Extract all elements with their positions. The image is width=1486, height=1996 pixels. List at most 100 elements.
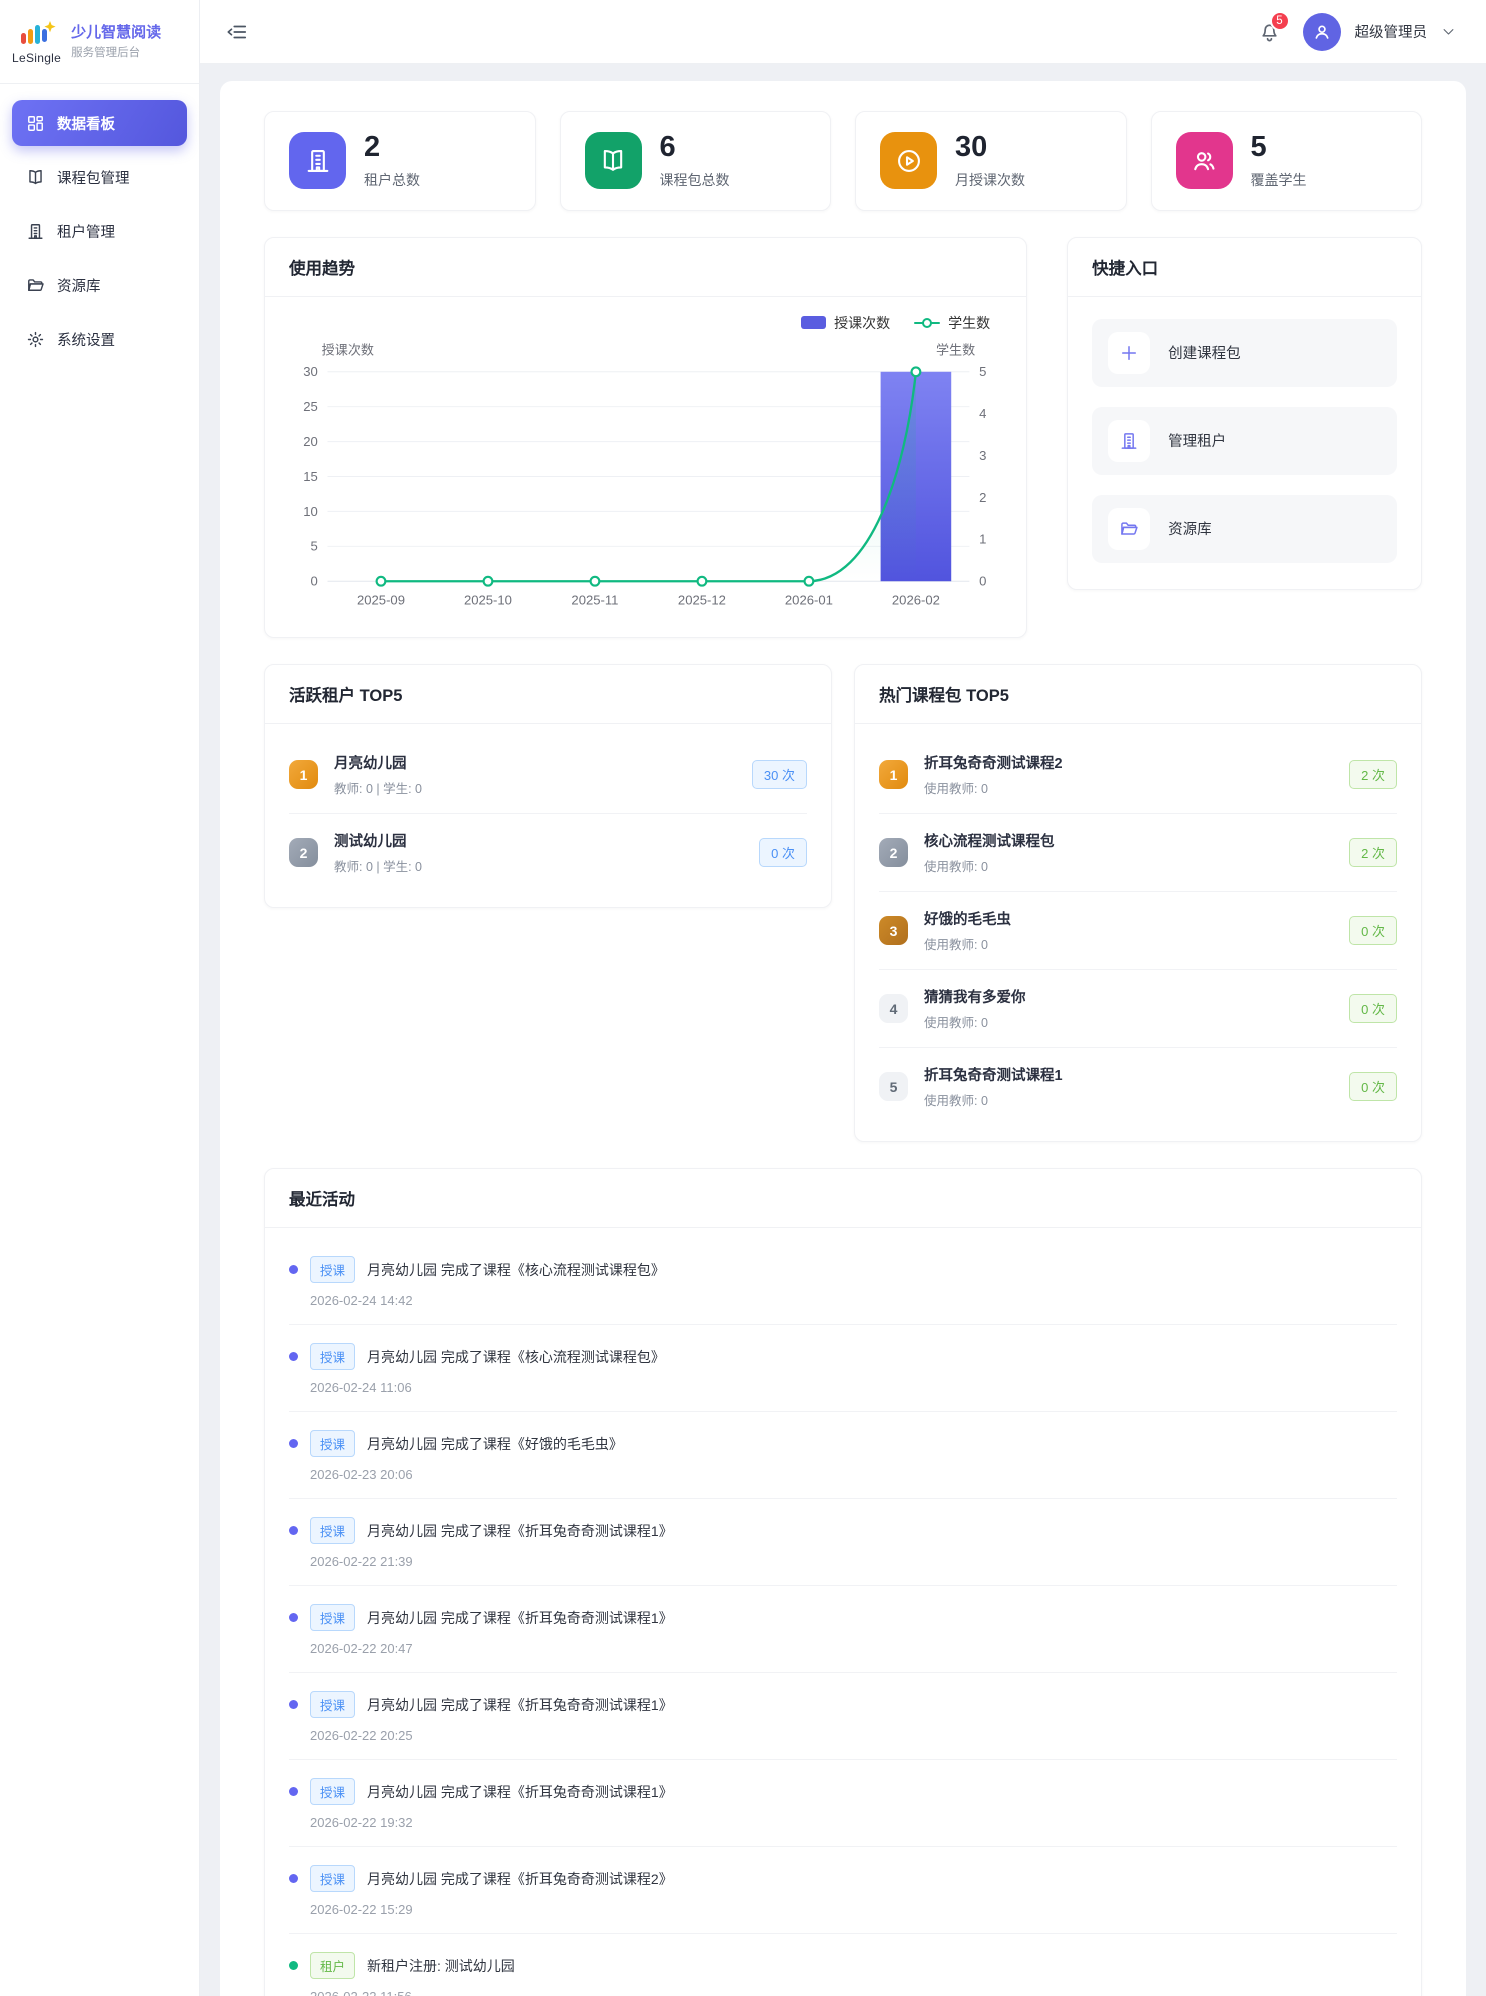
stat-label: 租户总数 bbox=[364, 171, 420, 188]
rank-badge: 5 bbox=[879, 1072, 908, 1102]
svg-text:2025-10: 2025-10 bbox=[464, 592, 512, 607]
gear-icon bbox=[27, 331, 44, 347]
students-stat-icon-box bbox=[1175, 132, 1233, 190]
activity-item: 授课 月亮幼儿园 完成了课程《折耳兔奇奇测试课程1》 2026-02-22 20… bbox=[289, 1585, 1397, 1672]
package-row[interactable]: 3 好饿的毛毛虫 使用教师: 0 0 次 bbox=[879, 891, 1397, 969]
quick-entry-create-package[interactable]: 创建课程包 bbox=[1092, 318, 1397, 387]
package-meta: 使用教师: 0 bbox=[924, 1016, 988, 1031]
activity-text: 月亮幼儿园 完成了课程《好饿的毛毛虫》 bbox=[367, 1435, 623, 1452]
activity-type-badge: 授课 bbox=[310, 1865, 356, 1893]
quick-entry-resources[interactable]: 资源库 bbox=[1092, 494, 1397, 563]
folder-icon bbox=[1121, 522, 1138, 535]
activity-item: 授课 月亮幼儿园 完成了课程《折耳兔奇奇测试课程1》 2026-02-22 19… bbox=[289, 1759, 1397, 1846]
sidebar-item-settings[interactable]: 系统设置 bbox=[12, 316, 187, 362]
activity-time: 2026-02-22 15:29 bbox=[310, 1902, 413, 1918]
activity-time: 2026-02-22 11:56 bbox=[310, 1989, 1397, 1996]
tenant-row[interactable]: 1 月亮幼儿园 教师: 0 | 学生: 0 30 次 bbox=[289, 736, 807, 813]
bar-series-swatch bbox=[801, 316, 827, 330]
lessons-stat-icon-box bbox=[880, 132, 937, 190]
users-icon bbox=[1194, 152, 1215, 171]
package-row[interactable]: 5 折耳兔奇奇测试课程1 使用教师: 0 0 次 bbox=[879, 1047, 1397, 1125]
dashboard-icon bbox=[28, 115, 43, 131]
sidebar-item-course-packages[interactable]: 课程包管理 bbox=[12, 154, 187, 200]
dashboard-container: 2 租户总数 6 课程包总数 bbox=[220, 81, 1466, 1996]
stats-row: 2 租户总数 6 课程包总数 bbox=[264, 111, 1422, 211]
activity-time: 2026-02-22 20:25 bbox=[310, 1728, 413, 1744]
activity-time: 2026-02-24 11:06 bbox=[310, 1380, 412, 1396]
legend-label: 授课次数 bbox=[834, 314, 891, 331]
logo-mark: LeSingle bbox=[12, 19, 61, 65]
quick-entry-label: 资源库 bbox=[1168, 522, 1212, 539]
sidebar-item-label: 数据看板 bbox=[57, 116, 115, 133]
svg-text:1: 1 bbox=[979, 532, 986, 547]
stat-value: 2 bbox=[364, 131, 381, 163]
usage-count-badge: 2 次 bbox=[1349, 760, 1397, 790]
activity-text: 月亮幼儿园 完成了课程《折耳兔奇奇测试课程1》 bbox=[367, 1609, 673, 1626]
notifications-button[interactable]: 5 bbox=[1258, 11, 1290, 43]
package-name: 好饿的毛毛虫 bbox=[924, 912, 1011, 929]
stat-card-packages: 6 课程包总数 bbox=[559, 111, 831, 211]
package-row[interactable]: 4 猜猜我有多爱你 使用教师: 0 0 次 bbox=[879, 969, 1397, 1047]
sidebar: LeSingle 少儿智慧阅读 服务管理后台 数据看板 课程包管理 bbox=[0, 0, 200, 1996]
plus-icon bbox=[1122, 345, 1137, 360]
activity-dot bbox=[289, 1352, 298, 1362]
svg-text:4: 4 bbox=[979, 406, 986, 421]
sidebar-item-resources[interactable]: 资源库 bbox=[12, 262, 187, 308]
activity-dot bbox=[289, 1439, 298, 1449]
activity-dot bbox=[289, 1613, 298, 1623]
stat-value: 6 bbox=[659, 131, 676, 163]
rank-badge: 2 bbox=[879, 838, 908, 868]
activity-type-badge: 授课 bbox=[310, 1604, 356, 1632]
rank-badge: 2 bbox=[289, 838, 318, 868]
sidebar-item-label: 系统设置 bbox=[57, 332, 115, 349]
rank-badge: 4 bbox=[879, 994, 908, 1024]
svg-text:5: 5 bbox=[979, 364, 986, 379]
legend-lessons[interactable]: 授课次数 bbox=[801, 313, 890, 333]
activity-time: 2026-02-24 14:42 bbox=[310, 1293, 413, 1309]
package-name: 折耳兔奇奇测试课程1 bbox=[924, 1068, 1063, 1085]
stat-value: 30 bbox=[955, 131, 988, 163]
sidebar-item-tenants[interactable]: 租户管理 bbox=[12, 208, 187, 254]
package-row[interactable]: 1 折耳兔奇奇测试课程2 使用教师: 0 2 次 bbox=[879, 736, 1397, 813]
legend-students[interactable]: 学生数 bbox=[914, 313, 990, 333]
activity-type-badge: 授课 bbox=[310, 1517, 356, 1545]
activity-item: 授课 月亮幼儿园 完成了课程《核心流程测试课程包》 2026-02-24 14:… bbox=[289, 1238, 1397, 1324]
svg-text:3: 3 bbox=[979, 448, 986, 463]
activity-dot bbox=[289, 1700, 298, 1710]
svg-text:5: 5 bbox=[311, 539, 318, 554]
legend-label: 学生数 bbox=[948, 314, 991, 331]
tenant-row[interactable]: 2 测试幼儿园 教师: 0 | 学生: 0 0 次 bbox=[289, 813, 807, 891]
sidebar-collapse-button[interactable] bbox=[226, 21, 248, 43]
stat-value: 5 bbox=[1250, 131, 1267, 163]
tenant-name: 月亮幼儿园 bbox=[334, 756, 407, 773]
hot-packages-card: 热门课程包 TOP5 1 折耳兔奇奇测试课程2 使用教师: 0 2 次 bbox=[854, 664, 1422, 1143]
activity-text: 月亮幼儿园 完成了课程《折耳兔奇奇测试课程1》 bbox=[367, 1696, 673, 1713]
activity-type-badge: 授课 bbox=[310, 1430, 356, 1458]
avatar[interactable] bbox=[1302, 12, 1341, 51]
current-user-name[interactable]: 超级管理员 bbox=[1354, 25, 1428, 41]
usage-count-badge: 2 次 bbox=[1349, 838, 1397, 868]
svg-text:2026-01: 2026-01 bbox=[785, 592, 833, 607]
building-icon bbox=[1121, 433, 1137, 449]
logo-brand-text: LeSingle bbox=[12, 50, 62, 65]
activity-time: 2026-02-22 20:47 bbox=[310, 1641, 413, 1657]
quick-entry-icon-box bbox=[1108, 507, 1151, 550]
package-row[interactable]: 2 核心流程测试课程包 使用教师: 0 2 次 bbox=[879, 813, 1397, 891]
activity-dot bbox=[289, 1874, 298, 1884]
svg-text:2025-12: 2025-12 bbox=[678, 592, 726, 607]
chevron-down-icon[interactable] bbox=[1441, 24, 1456, 39]
svg-text:2: 2 bbox=[979, 490, 986, 505]
svg-text:0: 0 bbox=[979, 573, 986, 588]
stat-label: 月授课次数 bbox=[955, 171, 1025, 188]
quick-entry-icon-box bbox=[1108, 331, 1151, 374]
package-meta: 使用教师: 0 bbox=[924, 782, 988, 797]
stat-label: 课程包总数 bbox=[659, 171, 730, 188]
collapse-sidebar-icon bbox=[227, 25, 247, 38]
main-content: 2 租户总数 6 课程包总数 bbox=[200, 64, 1486, 1996]
activity-dot bbox=[289, 1787, 298, 1797]
quick-entry-manage-tenants[interactable]: 管理租户 bbox=[1092, 406, 1397, 475]
bell-icon bbox=[1261, 24, 1277, 42]
app-subtitle: 服务管理后台 bbox=[71, 47, 141, 60]
quick-entry-label: 创建课程包 bbox=[1168, 346, 1241, 363]
sidebar-item-dashboard[interactable]: 数据看板 bbox=[12, 100, 187, 146]
